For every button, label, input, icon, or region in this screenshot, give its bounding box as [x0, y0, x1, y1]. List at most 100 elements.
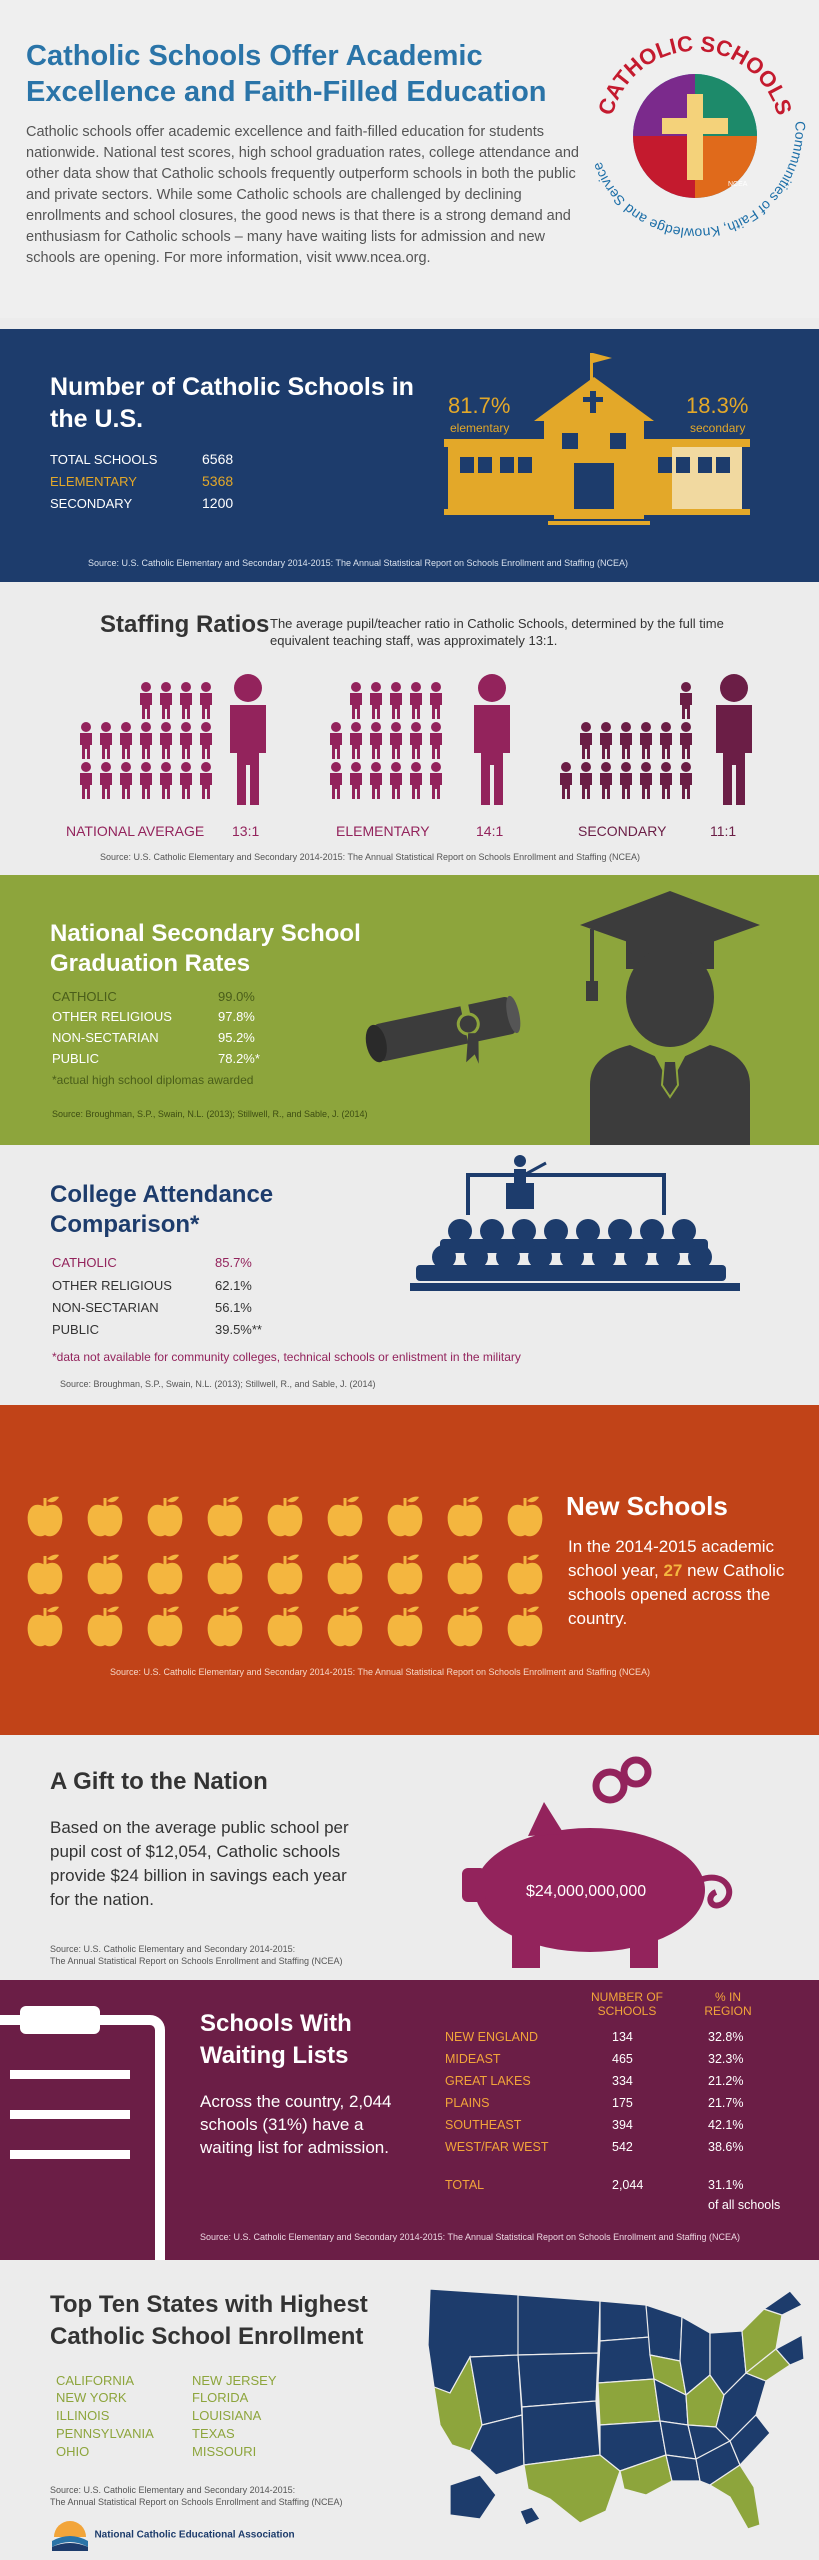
secondary-label: SECONDARY [50, 496, 133, 511]
new-schools-text: In the 2014-2015 academic school year, 2… [568, 1535, 793, 1631]
lecture-hall-icon [410, 1155, 740, 1291]
college-note: *data not available for community colleg… [52, 1350, 521, 1364]
total-schools: 2,044 [612, 2178, 644, 2192]
new-schools-section: New Schools In the 2014-2015 academic sc… [0, 1405, 819, 1735]
grad-public-value: 78.2%* [218, 1051, 260, 1066]
schools-southeast: 394 [612, 2118, 633, 2132]
us-map [427, 2288, 805, 2530]
grad-catholic-label: CATHOLIC [52, 989, 117, 1004]
elementary-pct: 81.7% [448, 393, 511, 418]
national-average-figures [80, 674, 266, 805]
secondary-ratio-label: SECONDARY [578, 823, 667, 839]
grad-other-religious-label: OTHER RELIGIOUS [52, 1009, 172, 1024]
state-illinois: ILLINOIS [56, 2408, 110, 2423]
total-pct: 31.1% [708, 2178, 744, 2192]
logo-ncea-text: NCEA [728, 181, 748, 188]
apple-icons [27, 1496, 543, 1647]
elementary-value: 5368 [202, 473, 234, 489]
col-pct-header-1: % IN [714, 1990, 741, 2004]
state-missouri: MISSOURI [192, 2444, 257, 2459]
new-schools-text-before: In the 2014-2015 academic school year, [568, 1537, 775, 1580]
secondary-ratio: 11:1 [710, 823, 737, 839]
region-mideast: MIDEAST [445, 2052, 501, 2066]
staffing-title: Staffing Ratios [100, 611, 270, 638]
gift-text: Based on the average public school per p… [50, 1818, 349, 1909]
college-catholic-value: 85.7% [215, 1255, 252, 1270]
total-note: of all schools [708, 2198, 781, 2212]
header-section: Catholic Schools Offer Academic Excellen… [0, 0, 819, 318]
state-new-jersey: NEW JERSEY [192, 2373, 277, 2388]
waiting-section: Schools With Waiting Lists Across the co… [0, 1980, 819, 2260]
region-great-lakes: GREAT LAKES [445, 2074, 531, 2088]
region-west-far-west: WEST/FAR WEST [445, 2140, 549, 2154]
staffing-description: The average pupil/teacher ratio in Catho… [270, 616, 724, 648]
schools-great-lakes: 334 [612, 2074, 633, 2088]
waiting-title: Schools With Waiting Lists [200, 2010, 352, 2069]
schools-west-far-west: 542 [612, 2140, 633, 2154]
staffing-source: Source: U.S. Catholic Elementary and Sec… [100, 852, 640, 862]
state-new-york: NEW YORK [56, 2390, 127, 2405]
college-non-sectarian-label: NON-SECTARIAN [52, 1300, 159, 1315]
clipboard-icon [0, 2006, 165, 2260]
staffing-section: Staffing Ratios The average pupil/teache… [0, 591, 819, 870]
region-plains: PLAINS [445, 2096, 490, 2110]
school-building-icon [444, 353, 750, 525]
grad-non-sectarian-label: NON-SECTARIAN [52, 1030, 159, 1045]
waiting-source: Source: U.S. Catholic Elementary and Sec… [200, 2232, 740, 2242]
diploma-icon [365, 995, 521, 1064]
state-florida: FLORIDA [192, 2390, 249, 2405]
ncea-logo-icon [52, 2521, 88, 2551]
state-pennsylvania: PENNSYLVANIA [56, 2426, 154, 2441]
elementary-ratio-label: ELEMENTARY [336, 823, 430, 839]
state-ohio: OHIO [56, 2444, 90, 2459]
pct-mideast: 32.3% [708, 2052, 744, 2066]
region-southeast: SOUTHEAST [445, 2118, 522, 2132]
school-count-source: Source: U.S. Catholic Elementary and Sec… [88, 558, 628, 568]
grad-other-religious-value: 97.8% [218, 1009, 255, 1024]
state-california: CALIFORNIA [56, 2373, 135, 2388]
new-schools-text-after: new Catholic schools opened across the c… [568, 1561, 785, 1628]
pct-great-lakes: 21.2% [708, 2074, 744, 2088]
new-schools-count: 27 [663, 1561, 683, 1580]
secondary-pct: 18.3% [686, 393, 749, 418]
national-average-ratio: 13:1 [232, 823, 260, 839]
audience-heads [410, 1219, 740, 1291]
pct-new-england: 32.8% [708, 2030, 744, 2044]
gift-amount: $24,000,000,000 [526, 1883, 646, 1900]
col-schools-header: NUMBER OF SCHOOLS [582, 1990, 672, 2018]
catholic-schools-logo: CATHOLIC SCHOOLS Communities of Faith, K… [589, 31, 809, 242]
school-count-title: Number of Catholic Schools in the U.S. [50, 373, 414, 433]
piggy-bank-icon: $24,000,000,000 [462, 1756, 733, 1968]
col-schools-header-2: SCHOOLS [597, 2004, 657, 2018]
waiting-text: Across the country, 2,044 schools (31%) … [200, 2092, 392, 2157]
secondary-value: 1200 [202, 495, 234, 511]
top-states-source-1: Source: U.S. Catholic Elementary and Sec… [50, 2485, 296, 2495]
pct-west-far-west: 38.6% [708, 2140, 744, 2154]
national-average-label: NATIONAL AVERAGE [66, 823, 205, 839]
schools-new-england: 134 [612, 2030, 633, 2044]
total-region-label: TOTAL [445, 2178, 485, 2192]
region-new-england: NEW ENGLAND [445, 2030, 539, 2044]
grad-note: *actual high school diplomas awarded [52, 1073, 254, 1087]
gift-title: A Gift to the Nation [50, 1768, 268, 1795]
new-schools-title: New Schools [566, 1491, 728, 1521]
page-title: Catholic Schools Offer Academic Excellen… [26, 40, 547, 108]
top-states-section: Top Ten States with Highest Catholic Sch… [0, 2265, 819, 2560]
col-pct-header: % IN REGION [692, 1990, 764, 2018]
schools-mideast: 465 [612, 2052, 633, 2066]
college-public-value: 39.5%** [215, 1322, 262, 1337]
college-public-label: PUBLIC [52, 1322, 99, 1337]
gift-source-2: The Annual Statistical Report on Schools… [50, 1956, 343, 1966]
elementary-figures [330, 674, 510, 805]
state-texas: TEXAS [192, 2426, 235, 2441]
graduation-title: National Secondary School Graduation Rat… [50, 920, 361, 977]
secondary-figures [560, 674, 752, 805]
elementary-pct-label: elementary [450, 421, 510, 435]
graduation-source: Source: Broughman, S.P., Swain, N.L. (20… [52, 1109, 368, 1119]
grad-catholic-value: 99.0% [218, 989, 255, 1004]
top-states-title: Top Ten States with Highest Catholic Sch… [50, 2291, 368, 2350]
college-title: College Attendance Comparison* [50, 1181, 274, 1238]
total-value: 6568 [202, 451, 234, 467]
college-non-sectarian-value: 56.1% [215, 1300, 252, 1315]
col-schools-header-1: NUMBER OF [591, 1990, 663, 2004]
